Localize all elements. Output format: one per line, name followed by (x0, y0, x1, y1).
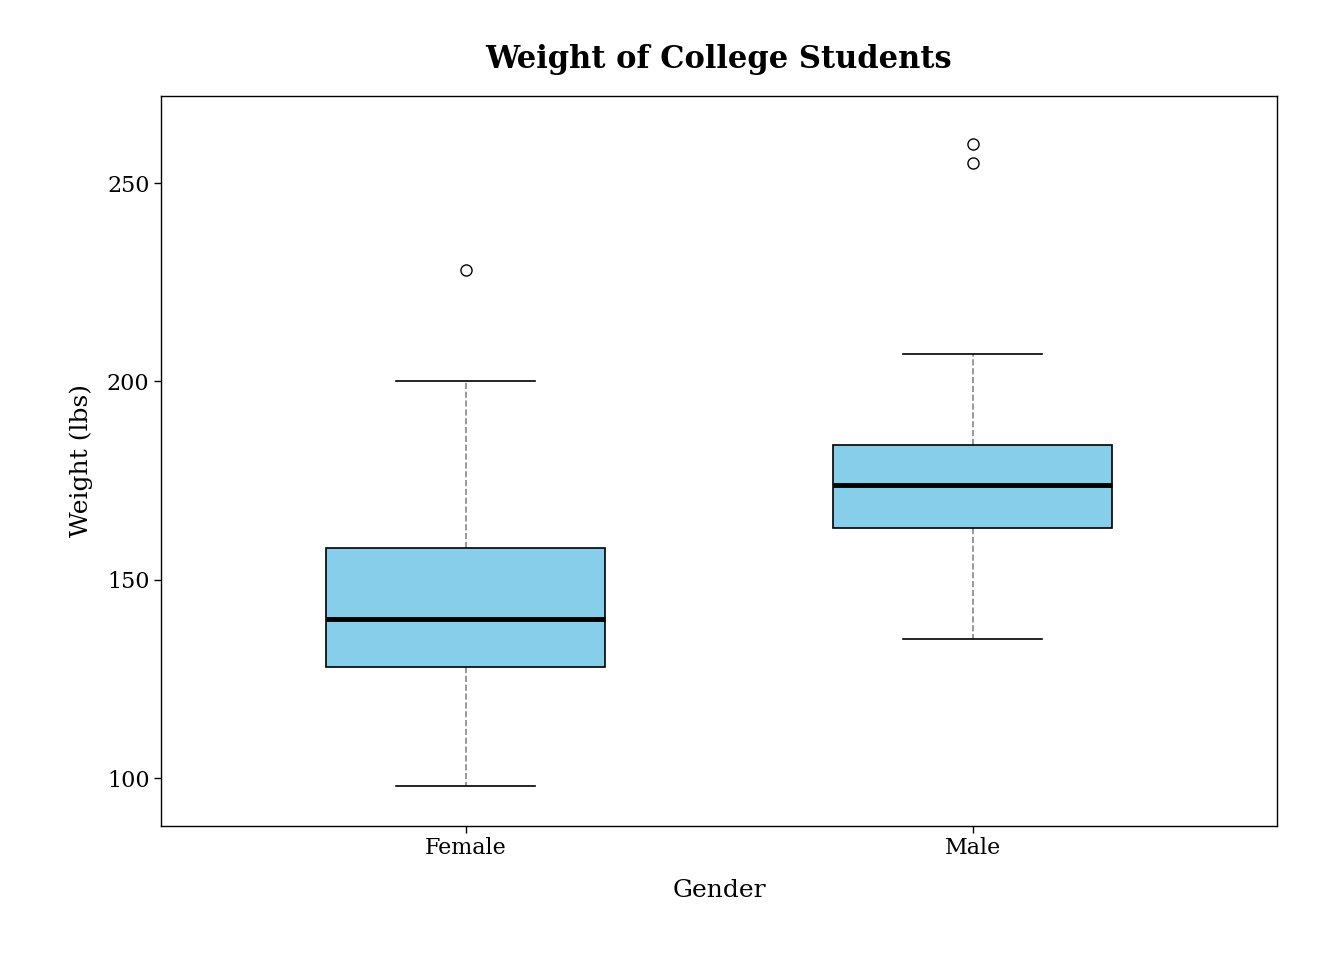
Title: Weight of College Students: Weight of College Students (485, 44, 953, 75)
Bar (327, 548, 605, 667)
X-axis label: Gender: Gender (672, 878, 766, 901)
Y-axis label: Weight (lbs): Weight (lbs) (70, 384, 93, 538)
Bar (833, 444, 1111, 528)
